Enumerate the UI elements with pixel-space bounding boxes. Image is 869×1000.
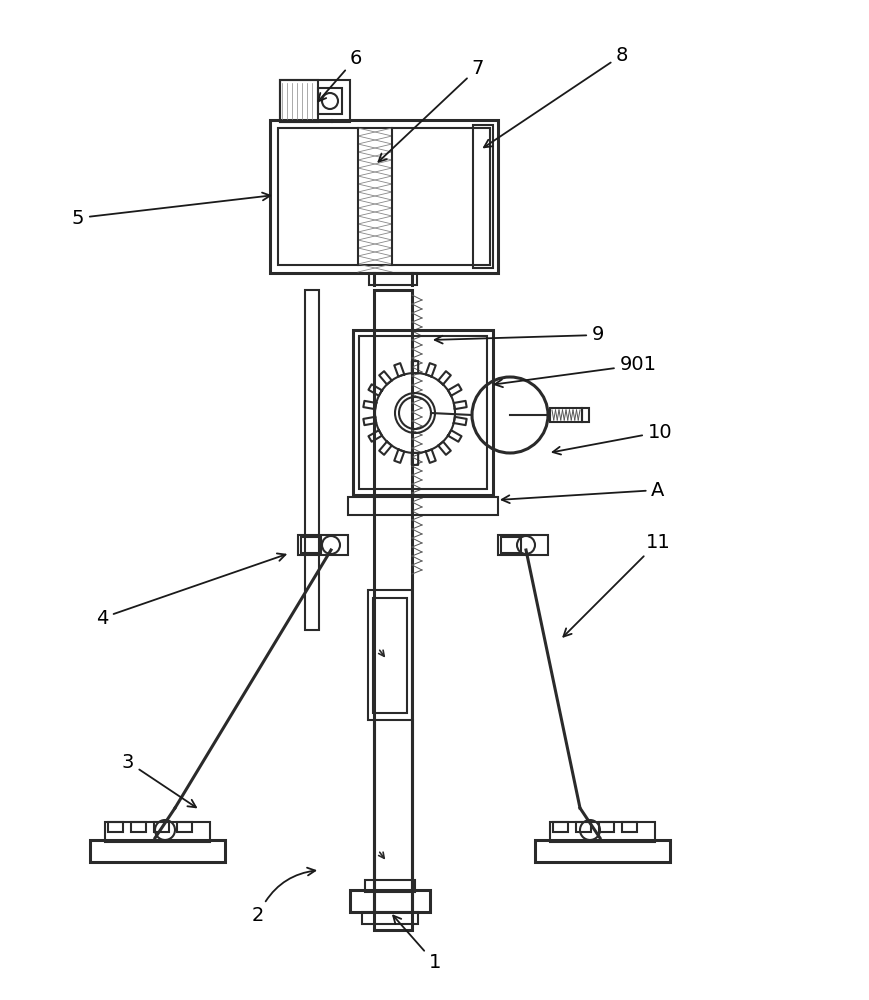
- Bar: [105, 822, 209, 842]
- Bar: [301, 537, 321, 553]
- Text: 3: 3: [122, 752, 196, 807]
- Bar: [374, 290, 412, 930]
- Bar: [497, 535, 547, 555]
- Text: A: A: [501, 481, 664, 503]
- Bar: [305, 290, 319, 630]
- Text: 7: 7: [378, 59, 484, 162]
- Bar: [501, 537, 521, 553]
- Bar: [359, 336, 487, 489]
- Bar: [534, 840, 669, 862]
- Text: 10: 10: [552, 422, 672, 455]
- Bar: [349, 890, 429, 912]
- Bar: [278, 128, 489, 265]
- Bar: [280, 80, 318, 122]
- Bar: [581, 408, 588, 422]
- Bar: [176, 822, 192, 832]
- Text: 8: 8: [483, 46, 627, 147]
- Bar: [549, 822, 654, 842]
- Bar: [373, 598, 407, 713]
- Bar: [90, 840, 225, 862]
- Bar: [348, 497, 497, 515]
- Bar: [131, 822, 146, 832]
- Bar: [621, 822, 636, 832]
- Bar: [368, 273, 416, 285]
- Text: 901: 901: [494, 356, 656, 387]
- Bar: [154, 822, 169, 832]
- Text: 9: 9: [434, 326, 603, 344]
- Bar: [269, 120, 497, 273]
- Text: 4: 4: [96, 553, 285, 628]
- Text: 11: 11: [563, 532, 670, 637]
- Bar: [353, 330, 493, 495]
- Bar: [549, 408, 581, 422]
- Bar: [318, 88, 342, 114]
- Bar: [280, 80, 349, 122]
- Bar: [365, 880, 415, 892]
- Bar: [553, 822, 567, 832]
- Bar: [298, 535, 348, 555]
- Text: 6: 6: [318, 49, 362, 101]
- Text: 5: 5: [71, 193, 270, 228]
- Bar: [473, 125, 493, 268]
- Text: 2: 2: [251, 868, 315, 925]
- Bar: [368, 590, 412, 720]
- Bar: [108, 822, 123, 832]
- Bar: [362, 912, 417, 924]
- Bar: [575, 822, 590, 832]
- Bar: [599, 822, 614, 832]
- Text: 1: 1: [393, 916, 441, 972]
